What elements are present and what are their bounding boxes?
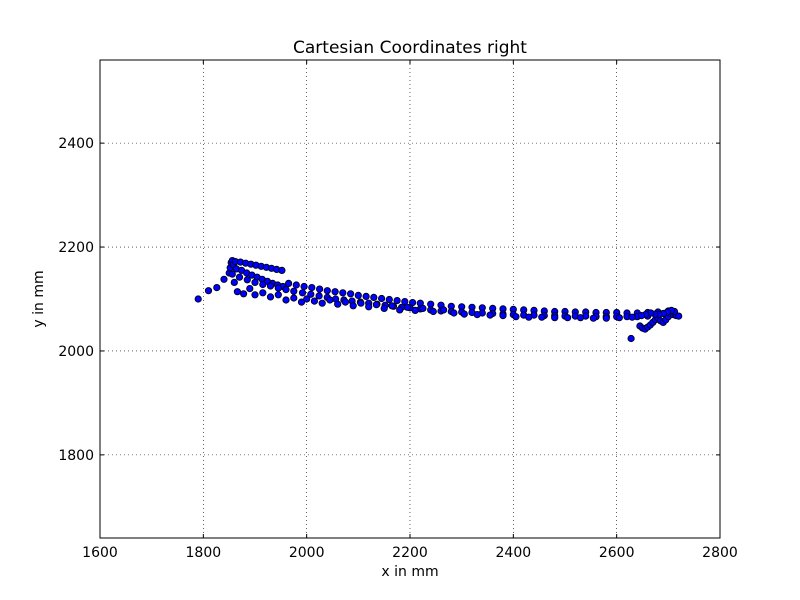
- data-point: [403, 303, 411, 311]
- data-point: [473, 310, 481, 319]
- data-point: [315, 285, 324, 293]
- chart-title: Cartesian Coordinates right: [293, 38, 527, 58]
- data-point: [307, 290, 315, 298]
- data-point: [675, 312, 683, 320]
- x-tick-label: 2000: [289, 545, 325, 561]
- data-point: [251, 291, 259, 299]
- data-point: [377, 294, 386, 303]
- data-point: [411, 306, 419, 314]
- y-axis-label: y in mm: [31, 270, 47, 327]
- data-point: [326, 296, 334, 304]
- data-point: [589, 314, 598, 322]
- data-point: [259, 280, 267, 289]
- data-point: [551, 314, 559, 322]
- data-point: [460, 310, 468, 318]
- data-point: [388, 302, 396, 310]
- y-tick-label: 1800: [58, 448, 94, 464]
- x-axis-label: x in mm: [381, 564, 438, 580]
- data-point: [385, 295, 393, 304]
- data-point: [499, 311, 507, 320]
- y-axis-ticks: 1800 2000 2200 2400: [58, 136, 720, 464]
- data-point: [354, 291, 362, 299]
- data-point: [278, 266, 286, 274]
- data-point: [213, 283, 221, 292]
- data-point: [370, 293, 378, 301]
- data-point: [228, 270, 236, 278]
- data-point: [439, 306, 448, 314]
- data-point: [628, 313, 636, 321]
- y-tick-label: 2400: [58, 136, 94, 152]
- data-point: [380, 304, 388, 312]
- data-point: [627, 334, 635, 343]
- data-point: [318, 299, 326, 307]
- data-point: [602, 314, 610, 322]
- data-point: [230, 278, 238, 286]
- data-point: [220, 275, 228, 283]
- data-point: [512, 313, 520, 321]
- data-point: [310, 297, 318, 305]
- data-point: [266, 282, 275, 290]
- x-tick-label: 2400: [496, 545, 532, 561]
- x-tick-label: 2200: [392, 545, 428, 561]
- data-point: [259, 289, 267, 297]
- data-point: [357, 299, 365, 307]
- data-point: [298, 289, 307, 297]
- data-point: [615, 314, 623, 322]
- data-point: [349, 302, 357, 310]
- x-tick-label: 1600: [82, 545, 118, 561]
- x-tick-label: 1800: [186, 545, 222, 561]
- x-axis-ticks: 1600 1800 2000 2200 2400 2600 2800: [82, 60, 738, 561]
- data-point: [323, 287, 331, 295]
- data-point: [450, 309, 458, 317]
- data-point: [284, 279, 293, 287]
- data-point: [401, 297, 409, 306]
- data-point: [282, 285, 290, 294]
- data-point: [365, 303, 373, 311]
- grid: [100, 60, 720, 538]
- data-point: [315, 292, 323, 300]
- data-point: [419, 304, 427, 312]
- x-tick-label: 2600: [599, 545, 635, 561]
- data-point: [243, 276, 251, 284]
- data-point: [266, 293, 275, 301]
- data-point: [339, 289, 347, 297]
- data-point: [538, 313, 546, 321]
- x-tick-label: 2800: [702, 545, 738, 561]
- data-point: [341, 298, 349, 306]
- data-point: [292, 281, 300, 289]
- data-point: [576, 314, 585, 322]
- data-point: [308, 283, 316, 292]
- data-point: [637, 311, 646, 320]
- data-point: [274, 284, 282, 292]
- data-point: [563, 314, 572, 322]
- data-point: [204, 287, 213, 295]
- y-tick-label: 2200: [58, 240, 94, 256]
- y-tick-label: 2000: [58, 344, 94, 360]
- data-point: [297, 298, 306, 306]
- data-point: [429, 307, 437, 316]
- data-point: [240, 290, 248, 298]
- data-point: [346, 290, 355, 298]
- data-point: [303, 295, 311, 303]
- data-point: [235, 273, 244, 281]
- data-point: [393, 296, 401, 305]
- data-point: [282, 296, 290, 304]
- data-point: [246, 284, 254, 293]
- data-point: [372, 301, 380, 309]
- data-point: [274, 291, 282, 299]
- data-point: [194, 295, 202, 303]
- data-points: [194, 256, 683, 343]
- data-point: [331, 288, 339, 296]
- data-point: [290, 294, 298, 302]
- data-point: [251, 278, 259, 286]
- data-point: [300, 282, 308, 291]
- data-point: [362, 292, 370, 300]
- data-point: [486, 311, 494, 319]
- data-point: [290, 287, 298, 295]
- data-point: [396, 306, 404, 314]
- data-point: [525, 313, 533, 321]
- data-point: [334, 300, 342, 308]
- data-point: [233, 288, 241, 296]
